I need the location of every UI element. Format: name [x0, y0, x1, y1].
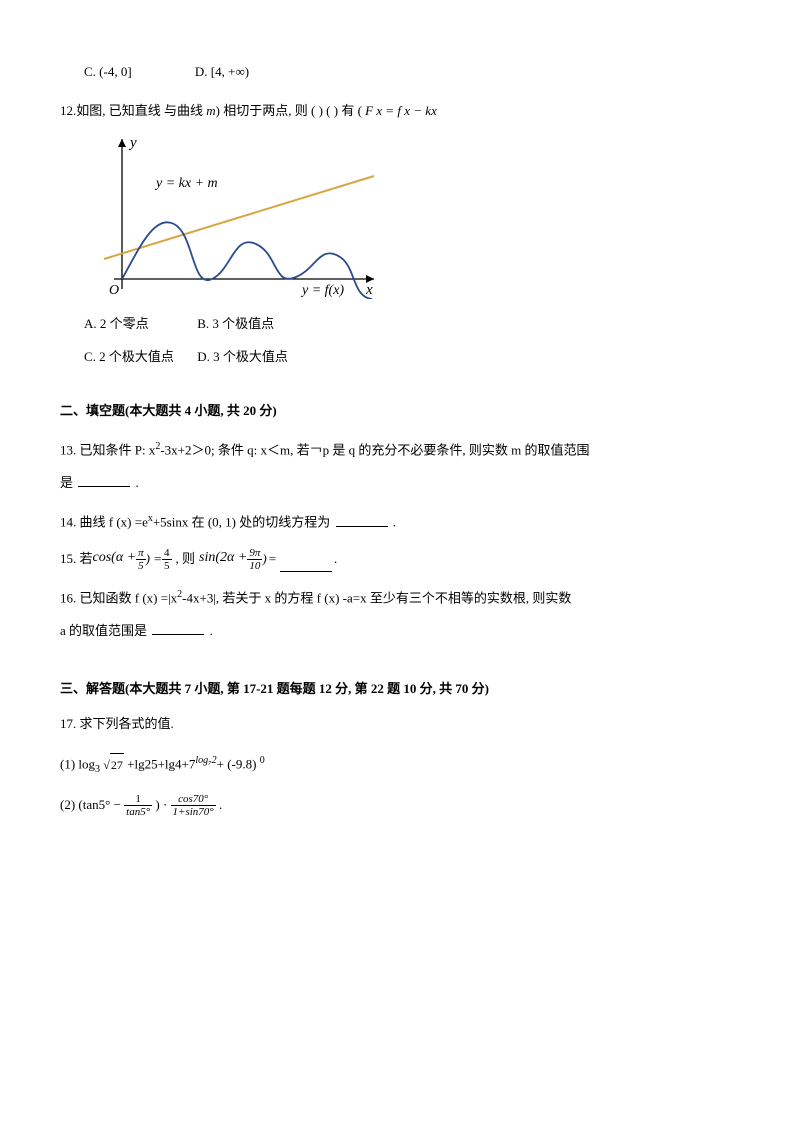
q13-tail: 是 [60, 475, 76, 490]
q12-opt-b: B. 3 个极值点 [197, 312, 274, 337]
q12-opt-c: C. 2 个极大值点 [84, 345, 194, 370]
q12-opt-a: A. 2 个零点 [84, 312, 194, 337]
svg-text:O: O [109, 283, 119, 298]
q17-p2: (2) (tan5° − 1tan5° ) · cos70°1+sin70° . [60, 793, 740, 819]
q12-suffix: F x = f x − kx [365, 103, 437, 118]
q12-opts-row2: C. 2 个极大值点 D. 3 个极大值点 [84, 345, 740, 370]
q14: 14. 曲线 f (x) =ex+5sinx 在 (0, 1) 处的切线方程为 … [60, 509, 740, 535]
q13-blank [78, 474, 130, 487]
q12-opts-row1: A. 2 个零点 B. 3 个极值点 [84, 312, 740, 337]
q12-prefix: 12.如图, 已知直线 与曲线 [60, 103, 206, 118]
q17-p1: (1) log3 √27 +lg25+lg4+7log₇2+ (-9.8) 0 [60, 751, 740, 779]
q11-opt-d: D. [4, +∞) [195, 60, 249, 85]
q17-head: 17. 求下列各式的值. [60, 712, 740, 737]
q12-text: 12.如图, 已知直线 与曲线 m) 相切于两点, 则 ( ) ( ) 有 ( … [60, 99, 740, 124]
q15-blank [280, 559, 332, 572]
q11-opt-c: C. (-4, 0] [84, 60, 132, 85]
q13-head: 13. 已知条件 P: x [60, 442, 155, 457]
q16: 16. 已知函数 f (x) =|x2-4x+3|, 若关于 x 的方程 f (… [60, 582, 740, 647]
q13-mid: -3x+2＞0; 条件 q: x＜m, 若￢p 是 q 的充分不必要条件, 则实… [160, 442, 589, 457]
svg-text:x: x [365, 282, 373, 298]
q14-blank [336, 514, 388, 527]
q11-options: C. (-4, 0] D. [4, +∞) [84, 60, 740, 85]
q15-comma: , 则 [176, 547, 196, 572]
q15-eq: = [269, 547, 276, 572]
q12-opt-d: D. 3 个极大值点 [197, 345, 288, 370]
section3-title: 三、解答题(本大题共 7 小题, 第 17-21 题每题 12 分, 第 22 … [60, 677, 740, 702]
q12-mid: 相切于两点, 则 ( ) ( ) 有 ( [223, 103, 362, 118]
q15-prefix: 15. 若 [60, 547, 93, 572]
q14-mid: +5sinx 在 (0, 1) 处的切线方程为 [153, 515, 334, 530]
q16-head: 16. 已知函数 f (x) =|x [60, 590, 177, 605]
svg-text:y = f(x): y = f(x) [300, 283, 344, 298]
q15: 15. 若 cos(α + π5 ) = 45 , 则 sin(2α + 9π1… [60, 545, 740, 572]
q16-mid: -4x+3|, 若关于 x 的方程 f (x) -a=x 至少有三个不相等的实数… [182, 590, 571, 605]
q16-tail: a 的取值范围是 [60, 623, 150, 638]
q12-diagram: y x O y = kx + m y = f(x) [84, 129, 740, 308]
q14-head: 14. 曲线 f (x) =e [60, 515, 148, 530]
section2-title: 二、填空题(本大题共 4 小题, 共 20 分) [60, 399, 740, 424]
svg-text:y = kx + m: y = kx + m [154, 176, 218, 191]
svg-text:y: y [128, 135, 137, 151]
q13: 13. 已知条件 P: x2-3x+2＞0; 条件 q: x＜m, 若￢p 是 … [60, 434, 740, 499]
q16-blank [152, 622, 204, 635]
